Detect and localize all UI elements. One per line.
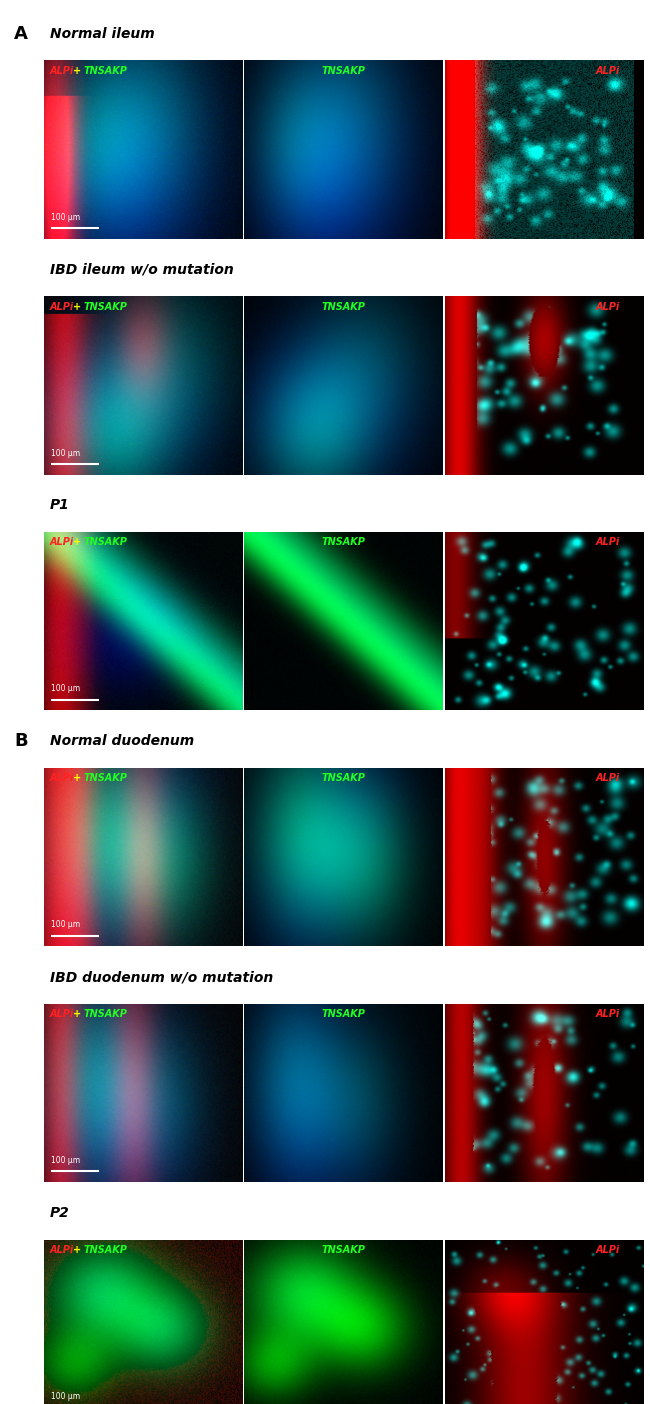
Text: +: + bbox=[73, 66, 81, 76]
Text: +: + bbox=[73, 774, 81, 783]
Text: 100 μm: 100 μm bbox=[51, 921, 81, 929]
Text: 100 μm: 100 μm bbox=[51, 1157, 81, 1165]
Text: TNSAKP: TNSAKP bbox=[83, 538, 127, 548]
Text: P1: P1 bbox=[50, 498, 70, 512]
Text: 100 μm: 100 μm bbox=[51, 685, 81, 694]
Text: +: + bbox=[73, 302, 81, 312]
Text: ALPi: ALPi bbox=[595, 1009, 619, 1019]
Text: TNSAKP: TNSAKP bbox=[83, 1009, 127, 1019]
Text: TNSAKP: TNSAKP bbox=[322, 66, 365, 76]
Text: TNSAKP: TNSAKP bbox=[322, 1245, 365, 1255]
Text: Normal duodenum: Normal duodenum bbox=[50, 734, 194, 748]
Text: A: A bbox=[14, 25, 28, 42]
Text: TNSAKP: TNSAKP bbox=[322, 774, 365, 783]
Text: TNSAKP: TNSAKP bbox=[322, 302, 365, 312]
Text: TNSAKP: TNSAKP bbox=[83, 302, 127, 312]
Text: ALPi: ALPi bbox=[595, 66, 619, 76]
Text: TNSAKP: TNSAKP bbox=[83, 774, 127, 783]
Text: ALPi: ALPi bbox=[49, 1009, 73, 1019]
Text: 100 μm: 100 μm bbox=[51, 449, 81, 458]
Text: TNSAKP: TNSAKP bbox=[83, 1245, 127, 1255]
Text: ALPi: ALPi bbox=[595, 1245, 619, 1255]
Text: ALPi: ALPi bbox=[49, 66, 73, 76]
Text: TNSAKP: TNSAKP bbox=[322, 1009, 365, 1019]
Text: ALPi: ALPi bbox=[595, 538, 619, 548]
Text: IBD duodenum w/o mutation: IBD duodenum w/o mutation bbox=[50, 970, 273, 984]
Text: TNSAKP: TNSAKP bbox=[322, 538, 365, 548]
Text: +: + bbox=[73, 538, 81, 548]
Text: IBD ileum w/o mutation: IBD ileum w/o mutation bbox=[50, 263, 233, 277]
Text: ALPi: ALPi bbox=[595, 302, 619, 312]
Text: B: B bbox=[14, 733, 28, 750]
Text: P2: P2 bbox=[50, 1206, 70, 1220]
Text: +: + bbox=[73, 1245, 81, 1255]
Text: ALPi: ALPi bbox=[49, 302, 73, 312]
Text: ALPi: ALPi bbox=[595, 774, 619, 783]
Text: TNSAKP: TNSAKP bbox=[83, 66, 127, 76]
Text: ALPi: ALPi bbox=[49, 774, 73, 783]
Text: 100 μm: 100 μm bbox=[51, 1393, 81, 1401]
Text: +: + bbox=[73, 1009, 81, 1019]
Text: 100 μm: 100 μm bbox=[51, 213, 81, 222]
Text: ALPi: ALPi bbox=[49, 1245, 73, 1255]
Text: ALPi: ALPi bbox=[49, 538, 73, 548]
Text: Normal ileum: Normal ileum bbox=[50, 27, 155, 41]
